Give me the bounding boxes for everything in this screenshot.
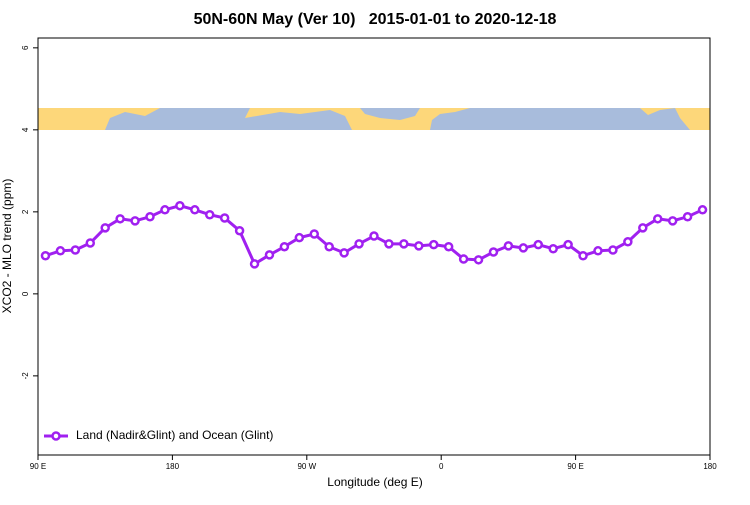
data-point xyxy=(204,209,215,220)
y-tick-label: 0 xyxy=(21,291,30,296)
x-tick-label: 90 W xyxy=(297,462,316,471)
y-tick-label: 6 xyxy=(21,45,30,50)
data-point xyxy=(190,205,200,215)
data-point xyxy=(414,241,424,251)
x-tick-label: 90 E xyxy=(567,462,583,471)
data-point xyxy=(145,212,155,222)
data-point xyxy=(324,241,334,252)
y-tick-label: 4 xyxy=(21,127,30,132)
data-point xyxy=(638,223,648,233)
x-tick-label: 180 xyxy=(166,462,180,471)
data-point xyxy=(234,225,245,236)
legend-marker xyxy=(51,431,61,441)
data-point xyxy=(85,238,96,248)
x-axis-label: Longitude (deg E) xyxy=(327,475,422,489)
data-point xyxy=(70,245,81,255)
plot-frame xyxy=(37,37,711,456)
data-point xyxy=(384,239,394,249)
x-tick-label: 180 xyxy=(703,462,717,471)
data-point xyxy=(473,255,484,265)
data-point xyxy=(294,232,305,243)
data-point xyxy=(458,254,469,264)
data-point xyxy=(428,239,439,250)
data-point xyxy=(219,213,230,223)
data-point xyxy=(249,259,260,269)
data-point xyxy=(339,248,349,258)
data-point xyxy=(623,237,633,247)
data-point xyxy=(100,223,110,233)
data-point xyxy=(309,229,320,239)
data-point xyxy=(608,245,618,255)
x-tick-label: 90 E xyxy=(30,462,46,471)
data-point xyxy=(667,216,678,226)
y-tick-label: -2 xyxy=(21,372,30,380)
chart-title: 50N-60N May (Ver 10) 2015-01-01 to 2020-… xyxy=(194,11,557,28)
data-point xyxy=(682,212,693,222)
data-point xyxy=(652,214,663,224)
y-tick-label: 2 xyxy=(21,209,30,214)
data-point xyxy=(563,239,573,250)
data-point xyxy=(175,200,185,211)
data-point xyxy=(548,244,558,254)
data-point xyxy=(488,247,499,257)
data-point xyxy=(160,205,170,215)
data-point xyxy=(369,231,379,241)
data-point xyxy=(578,250,588,261)
y-axis-label: XCO2 - MLO trend (ppm) xyxy=(0,179,14,314)
x-tick-label: 0 xyxy=(439,462,444,471)
data-point xyxy=(279,241,290,252)
data-point xyxy=(697,205,708,215)
data-point xyxy=(264,250,275,260)
legend-label: Land (Nadir&Glint) and Ocean (Glint) xyxy=(76,428,273,442)
data-point xyxy=(443,241,454,252)
data-point xyxy=(130,216,140,226)
map-strip xyxy=(38,108,710,130)
data-point xyxy=(40,250,51,261)
data-point xyxy=(55,246,66,256)
data-point xyxy=(533,239,544,250)
data-point xyxy=(518,243,529,253)
data-point xyxy=(354,239,364,249)
data-point xyxy=(115,214,125,224)
data-point xyxy=(503,241,514,251)
data-point xyxy=(399,239,409,249)
data-point xyxy=(593,246,603,256)
